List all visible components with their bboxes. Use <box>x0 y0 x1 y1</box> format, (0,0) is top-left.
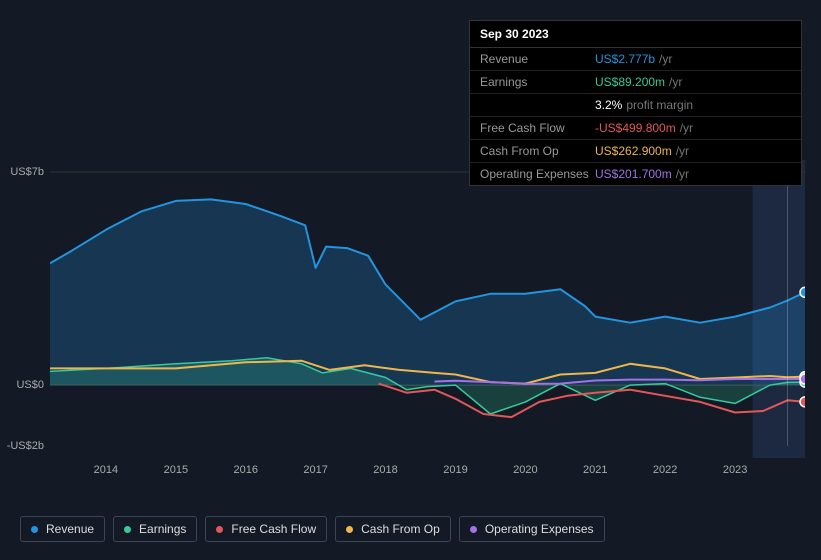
line-area-chart <box>50 160 805 458</box>
legend-item[interactable]: Free Cash Flow <box>205 516 327 542</box>
legend-label: Cash From Op <box>361 522 440 536</box>
tooltip-row-label: Revenue <box>480 52 595 66</box>
tooltip-row-label: Cash From Op <box>480 144 595 158</box>
x-axis-tick-label: 2021 <box>583 464 607 476</box>
tooltip-row-label: Earnings <box>480 75 595 89</box>
x-axis-tick-label: 2014 <box>94 464 118 476</box>
legend-dot-icon <box>346 526 353 533</box>
tooltip-row-value: US$262.900m/yr <box>595 144 689 158</box>
tooltip-row: EarningsUS$89.200m/yr <box>470 71 801 94</box>
tooltip-row: Operating ExpensesUS$201.700m/yr <box>470 163 801 185</box>
tooltip-row-label: Free Cash Flow <box>480 121 595 135</box>
x-axis-tick-label: 2022 <box>653 464 677 476</box>
tooltip-row-value: US$2.777b/yr <box>595 52 672 66</box>
tooltip-row-value: 3.2%profit margin <box>595 98 693 112</box>
legend-item[interactable]: Earnings <box>113 516 197 542</box>
tooltip-row-value: US$89.200m/yr <box>595 75 682 89</box>
finance-chart-panel: { "tooltip": { "left_px": 469, "top_px":… <box>0 0 821 560</box>
x-axis-tick-label: 2023 <box>723 464 747 476</box>
data-tooltip: Sep 30 2023 RevenueUS$2.777b/yrEarningsU… <box>469 20 802 186</box>
tooltip-row: Free Cash Flow-US$499.800m/yr <box>470 117 801 140</box>
legend-dot-icon <box>216 526 223 533</box>
x-axis-tick-label: 2016 <box>233 464 257 476</box>
tooltip-row: RevenueUS$2.777b/yr <box>470 48 801 71</box>
legend-label: Operating Expenses <box>485 522 594 536</box>
legend-item[interactable]: Revenue <box>20 516 105 542</box>
tooltip-row-label: Operating Expenses <box>480 167 595 181</box>
legend-item[interactable]: Operating Expenses <box>459 516 605 542</box>
legend-label: Earnings <box>139 522 186 536</box>
x-axis-tick-label: 2018 <box>373 464 397 476</box>
tooltip-row: Cash From OpUS$262.900m/yr <box>470 140 801 163</box>
legend-item[interactable]: Cash From Op <box>335 516 451 542</box>
x-axis-tick-label: 2015 <box>164 464 188 476</box>
legend-dot-icon <box>124 526 131 533</box>
y-axis-tick-label: -US$2b <box>7 440 44 452</box>
legend-dot-icon <box>31 526 38 533</box>
x-axis-tick-label: 2019 <box>443 464 467 476</box>
tooltip-date: Sep 30 2023 <box>470 21 801 48</box>
tooltip-row-value: -US$499.800m/yr <box>595 121 693 135</box>
x-axis-tick-label: 2020 <box>513 464 537 476</box>
x-axis-tick-label: 2017 <box>303 464 327 476</box>
chart-area[interactable]: US$7bUS$0-US$2b <box>50 160 805 458</box>
legend-label: Free Cash Flow <box>231 522 316 536</box>
tooltip-row-value: US$201.700m/yr <box>595 167 689 181</box>
x-axis: 2014 2015 2016 2017 2018 2019 2020 2021 2022 2023 <box>50 460 805 480</box>
y-axis-tick-label: US$7b <box>10 166 44 178</box>
legend-dot-icon <box>470 526 477 533</box>
tooltip-row: 3.2%profit margin <box>470 94 801 117</box>
legend: Revenue Earnings Free Cash Flow Cash From O… <box>20 516 605 542</box>
y-axis-tick-label: US$0 <box>16 379 44 391</box>
legend-label: Revenue <box>46 522 94 536</box>
tooltip-row-label <box>480 98 595 112</box>
